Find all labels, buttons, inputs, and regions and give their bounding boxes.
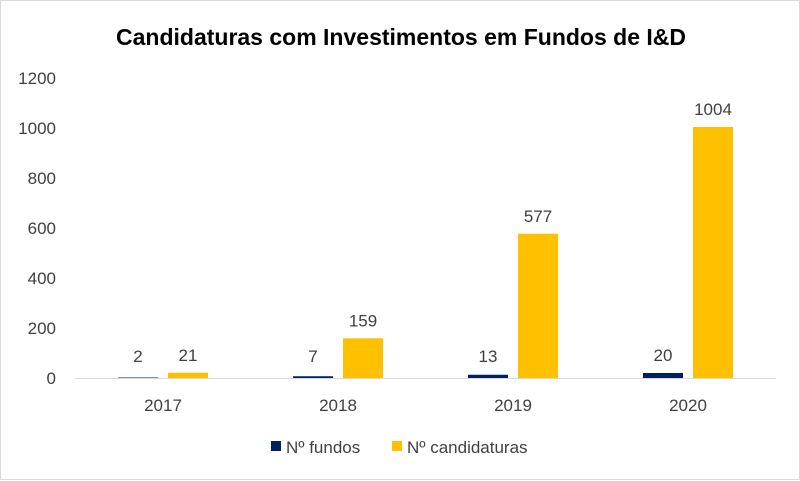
x-axis: 2017 2018 2019 2020	[144, 396, 707, 415]
y-tick-label: 400	[28, 269, 56, 288]
bar-fundos-2019	[468, 374, 508, 378]
bar-fundos-2017	[118, 377, 158, 378]
legend-swatch	[271, 441, 281, 451]
legend-item-candidaturas: Nº candidaturas	[392, 438, 528, 457]
y-tick-label: 0	[47, 369, 56, 388]
legend-label: Nº fundos	[286, 438, 360, 457]
data-label: 159	[349, 311, 377, 330]
legend-label: Nº candidaturas	[407, 438, 528, 457]
y-tick-label: 1000	[18, 119, 56, 138]
chart-title: Candidaturas com Investimentos em Fundos…	[116, 24, 686, 50]
bar-candidaturas-2019	[518, 233, 558, 378]
y-axis: 0 200 400 600 800 1000 1200	[18, 69, 56, 388]
x-tick-label: 2017	[144, 396, 182, 415]
y-tick-label: 600	[28, 219, 56, 238]
x-tick-label: 2020	[669, 396, 707, 415]
legend-swatch	[392, 441, 402, 451]
legend: Nº fundos Nº candidaturas	[271, 438, 528, 457]
y-tick-label: 800	[28, 169, 56, 188]
bars: 2 21 7 159 13 577 20 1004	[118, 100, 733, 378]
data-label: 2	[133, 347, 142, 366]
data-label: 7	[308, 347, 317, 366]
data-label: 13	[479, 347, 498, 366]
data-label: 21	[179, 346, 198, 365]
bar-fundos-2020	[643, 373, 683, 378]
data-label: 577	[524, 207, 552, 226]
data-label: 1004	[694, 100, 732, 119]
x-tick-label: 2019	[494, 396, 532, 415]
bar-candidaturas-2017	[168, 372, 208, 378]
bar-candidaturas-2020	[693, 127, 733, 378]
x-tick-label: 2018	[319, 396, 357, 415]
bar-candidaturas-2018	[343, 338, 383, 378]
legend-item-fundos: Nº fundos	[271, 438, 360, 457]
bar-fundos-2018	[293, 376, 333, 378]
y-tick-label: 1200	[18, 69, 56, 88]
data-label: 20	[654, 346, 673, 365]
y-tick-label: 200	[28, 319, 56, 338]
